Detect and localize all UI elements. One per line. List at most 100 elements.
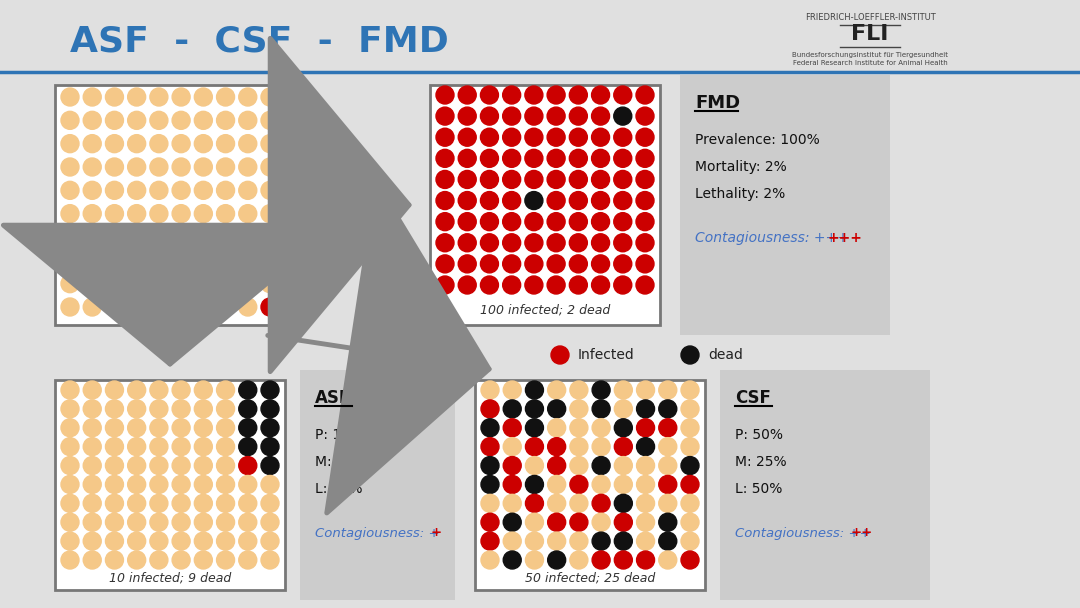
Bar [55, 380, 285, 590]
Circle shape [194, 228, 213, 246]
Circle shape [172, 158, 190, 176]
Circle shape [503, 475, 522, 494]
Circle shape [194, 400, 213, 418]
Circle shape [570, 475, 588, 494]
Circle shape [106, 275, 123, 292]
Circle shape [569, 255, 588, 273]
Circle shape [615, 438, 632, 455]
Circle shape [502, 276, 521, 294]
Circle shape [525, 255, 543, 273]
Circle shape [217, 419, 234, 437]
Circle shape [172, 532, 190, 550]
Circle shape [106, 475, 123, 494]
Circle shape [570, 513, 588, 531]
Circle shape [60, 513, 79, 531]
Circle shape [60, 419, 79, 437]
Circle shape [83, 513, 102, 531]
Circle shape [60, 228, 79, 246]
Circle shape [83, 88, 102, 106]
Circle shape [436, 213, 454, 230]
Circle shape [60, 551, 79, 569]
Circle shape [239, 381, 257, 399]
Circle shape [503, 513, 522, 531]
Circle shape [592, 532, 610, 550]
Circle shape [150, 438, 167, 455]
Circle shape [83, 111, 102, 130]
Circle shape [659, 494, 677, 513]
Circle shape [525, 170, 543, 188]
Circle shape [636, 86, 654, 104]
Circle shape [569, 128, 588, 146]
Circle shape [106, 457, 123, 475]
Circle shape [239, 158, 257, 176]
Circle shape [458, 150, 476, 167]
Circle shape [106, 400, 123, 418]
Circle shape [636, 234, 654, 252]
Circle shape [217, 205, 234, 223]
Circle shape [592, 513, 610, 531]
Circle shape [458, 276, 476, 294]
Circle shape [217, 251, 234, 269]
Circle shape [569, 170, 588, 188]
Circle shape [172, 111, 190, 130]
Circle shape [481, 400, 499, 418]
Circle shape [60, 494, 79, 513]
Circle shape [526, 551, 543, 569]
Text: Bundesforschungsinstitut für Tiergesundheit: Bundesforschungsinstitut für Tiergesundh… [792, 52, 948, 58]
Circle shape [217, 88, 234, 106]
Circle shape [127, 205, 146, 223]
Circle shape [239, 275, 257, 292]
Circle shape [659, 513, 677, 531]
Circle shape [502, 192, 521, 210]
Text: +: + [431, 527, 442, 539]
Circle shape [261, 275, 279, 292]
Circle shape [526, 513, 543, 531]
Circle shape [150, 275, 167, 292]
Circle shape [502, 150, 521, 167]
Circle shape [239, 111, 257, 130]
Circle shape [239, 475, 257, 494]
Circle shape [436, 192, 454, 210]
Circle shape [172, 298, 190, 316]
Text: L: 90%: L: 90% [315, 482, 363, 496]
Text: M: 25%: M: 25% [735, 455, 786, 469]
Circle shape [172, 494, 190, 513]
Circle shape [83, 438, 102, 455]
Circle shape [194, 475, 213, 494]
Bar [680, 75, 890, 335]
Circle shape [548, 276, 565, 294]
Circle shape [548, 381, 566, 399]
Circle shape [636, 494, 654, 513]
Circle shape [261, 513, 279, 531]
Circle shape [60, 381, 79, 399]
Circle shape [503, 438, 522, 455]
Circle shape [217, 275, 234, 292]
Bar [300, 370, 455, 600]
Circle shape [106, 438, 123, 455]
Circle shape [60, 475, 79, 494]
Circle shape [548, 494, 566, 513]
Circle shape [570, 381, 588, 399]
Circle shape [106, 181, 123, 199]
Circle shape [83, 134, 102, 153]
Circle shape [261, 494, 279, 513]
Circle shape [194, 205, 213, 223]
Circle shape [570, 551, 588, 569]
Circle shape [261, 88, 279, 106]
Circle shape [127, 275, 146, 292]
Circle shape [615, 400, 632, 418]
Circle shape [172, 275, 190, 292]
Text: FMD: FMD [696, 94, 740, 112]
Circle shape [636, 150, 654, 167]
Circle shape [615, 475, 632, 494]
Circle shape [194, 275, 213, 292]
Circle shape [636, 419, 654, 437]
Circle shape [503, 381, 522, 399]
Circle shape [548, 419, 566, 437]
Circle shape [150, 513, 167, 531]
Circle shape [150, 475, 167, 494]
Circle shape [239, 400, 257, 418]
Circle shape [502, 213, 521, 230]
Circle shape [217, 438, 234, 455]
Circle shape [106, 134, 123, 153]
